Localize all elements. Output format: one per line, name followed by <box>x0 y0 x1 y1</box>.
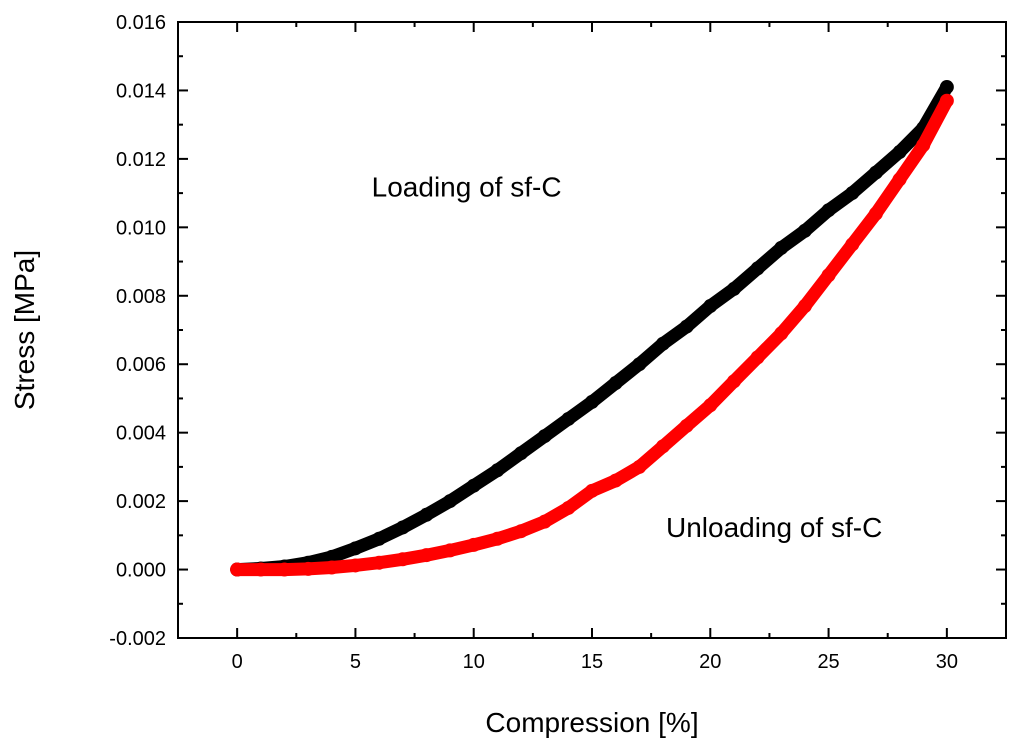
data-point <box>939 80 954 95</box>
data-point <box>230 562 245 577</box>
data-point <box>443 543 458 558</box>
y-tick-label: -0.002 <box>109 628 166 650</box>
data-point <box>419 548 434 563</box>
data-point <box>679 418 694 433</box>
y-tick-label: 0.016 <box>116 12 166 34</box>
data-point <box>395 552 410 567</box>
data-point <box>632 357 647 372</box>
y-tick-label: 0.010 <box>116 217 166 239</box>
data-point <box>466 537 481 552</box>
data-point <box>372 555 387 570</box>
x-tick-label: 10 <box>463 651 485 673</box>
x-tick-label: 25 <box>817 651 839 673</box>
series-unloading <box>230 93 954 577</box>
data-point <box>750 350 765 365</box>
x-tick-label: 5 <box>350 651 361 673</box>
data-point <box>585 483 599 498</box>
x-tick-label: 0 <box>232 651 243 673</box>
x-tick-label: 15 <box>581 651 603 673</box>
data-point <box>703 299 718 314</box>
y-tick-label: 0.008 <box>116 286 166 308</box>
data-series <box>230 80 954 577</box>
data-point <box>632 459 647 474</box>
data-point <box>372 531 387 546</box>
data-point <box>868 165 883 180</box>
annotations: Loading of sf-C Unloading of sf-C <box>372 172 883 544</box>
data-point <box>324 560 339 575</box>
data-point <box>490 463 505 478</box>
data-point <box>301 561 316 576</box>
data-point <box>821 203 836 218</box>
data-point <box>443 494 458 509</box>
data-point <box>608 473 623 488</box>
data-point <box>774 326 789 341</box>
data-point <box>419 507 434 522</box>
data-point <box>655 439 670 454</box>
data-point <box>726 374 741 389</box>
plot-frame <box>177 21 1007 639</box>
y-tick-label: 0.002 <box>116 491 166 513</box>
data-point <box>324 549 339 564</box>
series-loading <box>230 80 954 577</box>
data-point <box>679 319 694 334</box>
data-point <box>514 524 529 539</box>
data-point <box>395 520 410 535</box>
data-point <box>726 281 741 296</box>
data-point <box>797 299 812 314</box>
data-point <box>916 138 931 153</box>
data-point <box>253 562 268 577</box>
data-point <box>892 172 907 187</box>
x-tick-label: 30 <box>936 651 958 673</box>
data-point <box>939 93 954 108</box>
data-point <box>277 562 292 577</box>
y-tick-label: 0.006 <box>116 354 166 376</box>
data-point <box>537 514 552 529</box>
axis-ticks: 0 5 10 15 20 25 30 -0.002 0.000 0.002 0.004 0.006 0.… <box>109 12 1007 673</box>
data-point <box>561 411 576 426</box>
data-point <box>845 186 860 201</box>
data-point <box>655 336 670 351</box>
y-tick-label: 0.000 <box>116 560 166 582</box>
series-line <box>230 94 954 577</box>
data-point <box>868 206 883 221</box>
y-axis-title: Stress [MPa] <box>9 250 40 410</box>
data-point <box>537 429 552 444</box>
data-point <box>892 145 907 160</box>
annotation-loading: Loading of sf-C <box>372 172 562 203</box>
data-point <box>348 558 363 573</box>
data-point <box>561 500 576 515</box>
y-tick-label: 0.012 <box>116 149 166 171</box>
data-point <box>490 531 505 546</box>
x-axis-title: Compression [%] <box>485 707 698 738</box>
data-point <box>703 398 718 413</box>
y-tick-label: 0.004 <box>116 423 166 445</box>
data-point <box>514 446 529 461</box>
data-point <box>585 394 599 409</box>
data-point <box>608 376 623 391</box>
x-tick-label: 20 <box>699 651 721 673</box>
data-point <box>845 237 860 252</box>
y-tick-label: 0.014 <box>116 80 166 102</box>
data-point <box>774 240 789 255</box>
data-point <box>750 261 765 276</box>
data-point <box>466 478 481 493</box>
data-point <box>348 541 363 556</box>
annotation-unloading: Unloading of sf-C <box>666 512 882 543</box>
data-point <box>821 268 836 283</box>
data-point <box>797 223 812 238</box>
